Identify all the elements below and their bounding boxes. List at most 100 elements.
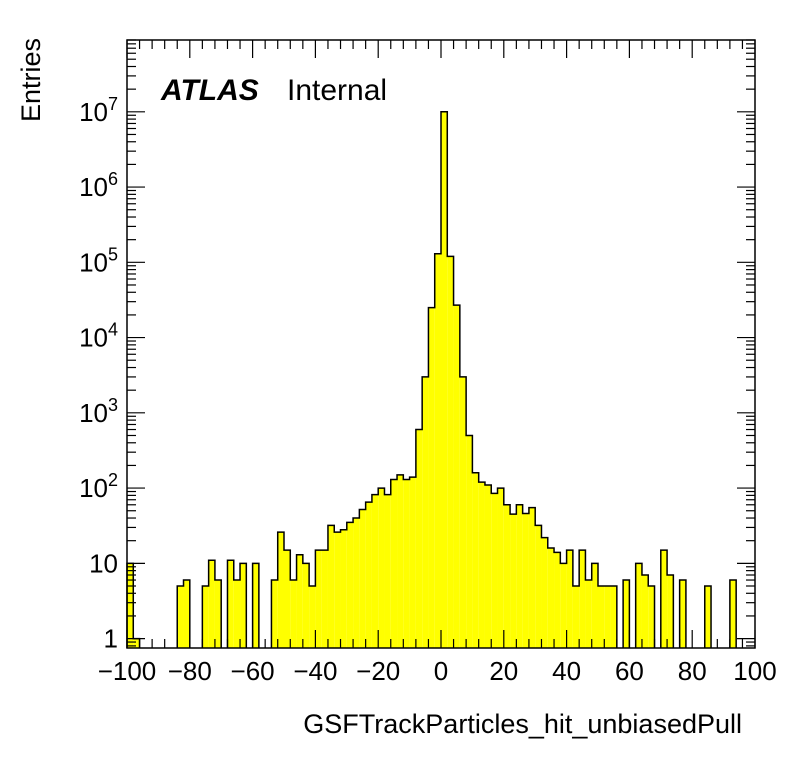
histogram-bar bbox=[547, 547, 555, 648]
histogram-bar bbox=[704, 585, 712, 648]
histogram-bar bbox=[604, 585, 611, 648]
histogram-bar bbox=[667, 574, 674, 648]
histogram-bar bbox=[127, 563, 134, 648]
histogram-bar bbox=[403, 479, 410, 648]
histogram-bar bbox=[233, 580, 241, 648]
histogram-bar bbox=[133, 638, 140, 648]
histogram-bar bbox=[554, 552, 561, 648]
histogram-bar bbox=[390, 479, 398, 648]
histogram-bar bbox=[491, 493, 498, 648]
y-tick-label: 106 bbox=[79, 169, 118, 202]
histogram-bar bbox=[346, 522, 354, 648]
y-axis-title: Entries bbox=[16, 38, 46, 122]
histogram-bar bbox=[214, 580, 222, 648]
histogram-bar bbox=[302, 563, 310, 648]
x-tick-label: 0 bbox=[434, 656, 448, 686]
histogram-bar bbox=[284, 550, 291, 648]
histogram-bar bbox=[428, 307, 435, 648]
histogram-bar bbox=[340, 529, 347, 648]
histogram-bars bbox=[127, 111, 737, 649]
histogram-bar bbox=[327, 525, 335, 648]
histogram-bar bbox=[635, 563, 642, 648]
histogram-bar bbox=[409, 477, 416, 648]
x-axis-title: GSFTrackParticles_hit_unbiasedPull bbox=[303, 709, 742, 739]
histogram-bar bbox=[466, 435, 473, 648]
histogram-bar bbox=[591, 563, 598, 648]
histogram-bar bbox=[566, 550, 573, 648]
histogram-bar bbox=[359, 509, 366, 648]
histogram-bar bbox=[572, 585, 580, 648]
y-tick-label: 105 bbox=[79, 244, 118, 277]
histogram-bar bbox=[503, 504, 511, 648]
histogram-bar bbox=[579, 550, 586, 648]
histogram-bar bbox=[641, 574, 649, 648]
histogram-step-line bbox=[126, 111, 737, 648]
histogram-bar bbox=[227, 560, 234, 648]
histogram-bar bbox=[453, 305, 460, 648]
x-tick-label: 100 bbox=[733, 656, 776, 686]
internal-label: Internal bbox=[287, 74, 387, 107]
histogram-bar bbox=[472, 472, 479, 648]
histogram-bar bbox=[679, 580, 686, 648]
histogram-bar bbox=[384, 494, 391, 648]
histogram-bar bbox=[729, 580, 737, 648]
axis-ticks bbox=[126, 39, 756, 648]
histogram-bar bbox=[277, 532, 284, 648]
histogram-bar bbox=[309, 585, 316, 648]
histogram-bar bbox=[353, 518, 360, 648]
histogram-bar bbox=[541, 537, 548, 648]
x-tick-label: −100 bbox=[98, 656, 157, 686]
x-tick-label: 60 bbox=[615, 656, 644, 686]
histogram-bar bbox=[290, 580, 297, 648]
y-tick-label: 107 bbox=[79, 94, 118, 127]
histogram-bar bbox=[202, 585, 209, 648]
histogram-bar bbox=[240, 563, 247, 648]
histogram-bar bbox=[252, 563, 259, 648]
y-tick-label: 104 bbox=[79, 320, 118, 353]
atlas-label: ATLAS bbox=[160, 74, 259, 107]
histogram-bar bbox=[177, 585, 184, 648]
histogram-bar bbox=[560, 563, 567, 648]
histogram-bar bbox=[478, 482, 485, 648]
histogram-bar bbox=[623, 580, 630, 648]
histogram-bar bbox=[528, 507, 536, 648]
histogram-bar bbox=[484, 484, 492, 648]
histogram-bar bbox=[441, 111, 448, 649]
histogram-outline bbox=[126, 111, 737, 648]
histogram-bar bbox=[315, 550, 322, 648]
histogram-bar bbox=[415, 429, 423, 648]
x-tick-label: −20 bbox=[356, 656, 400, 686]
x-tick-label: 80 bbox=[678, 656, 707, 686]
histogram-bar bbox=[459, 376, 467, 648]
histogram-bar bbox=[516, 504, 523, 648]
histogram-bar bbox=[271, 580, 278, 648]
histogram-bar bbox=[321, 550, 328, 648]
y-tick-label: 102 bbox=[79, 470, 118, 503]
histogram-bar bbox=[183, 580, 190, 648]
histogram-bar bbox=[598, 585, 605, 648]
y-tick-label: 10 bbox=[89, 548, 118, 578]
histogram-bar bbox=[365, 502, 372, 648]
histogram-bar bbox=[434, 253, 441, 649]
histogram-bar bbox=[660, 550, 668, 648]
histogram-bar bbox=[510, 514, 517, 648]
x-tick-label: 40 bbox=[552, 656, 581, 686]
x-tick-label: −40 bbox=[293, 656, 337, 686]
x-tick-label: 20 bbox=[489, 656, 518, 686]
histogram-bar bbox=[397, 474, 404, 648]
histogram-bar bbox=[208, 560, 215, 648]
histogram-bar bbox=[522, 513, 529, 648]
histogram-bar bbox=[585, 580, 592, 648]
histogram-bar bbox=[422, 376, 429, 648]
histogram-bar bbox=[648, 585, 655, 648]
y-tick-labels: 1 10 102 103 104 105 106 107 bbox=[79, 94, 118, 654]
histogram-bar bbox=[497, 488, 504, 648]
histogram-bar bbox=[535, 525, 542, 648]
x-tick-labels: −100 −80 −60 −40 −20 0 20 40 60 80 100 bbox=[98, 656, 777, 686]
histogram-bar bbox=[447, 256, 454, 648]
histogram-bar bbox=[334, 532, 341, 648]
x-tick-label: −60 bbox=[231, 656, 275, 686]
histogram-bar bbox=[371, 494, 379, 648]
y-tick-label: 1 bbox=[104, 624, 118, 654]
